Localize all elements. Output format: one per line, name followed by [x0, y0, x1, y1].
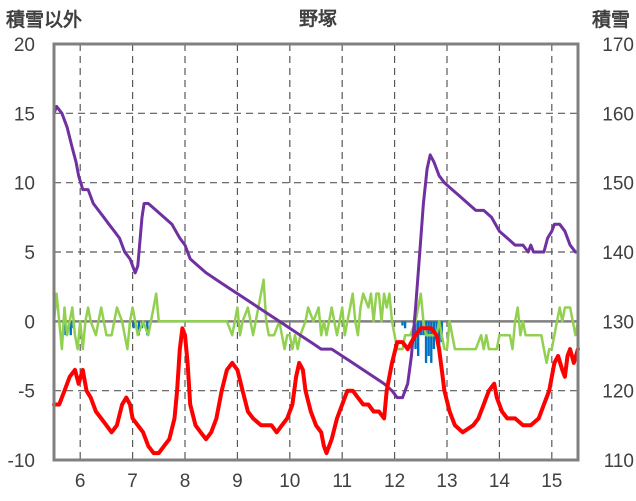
- right-tick-label: 110: [604, 451, 634, 472]
- left-tick-label: -5: [18, 382, 35, 403]
- x-tick-label: 13: [436, 471, 457, 492]
- precip-bar: [403, 321, 407, 329]
- precip-bar: [430, 321, 433, 363]
- x-tick-label: 10: [279, 471, 300, 492]
- chart-title: 野塚: [299, 8, 337, 30]
- right-tick-labels: 170 160 150 140 130 120 110: [602, 35, 634, 472]
- precip-bar: [424, 321, 428, 363]
- left-tick-labels: 20 15 10 5 0 -5 -10: [8, 35, 35, 472]
- precip-bar: [435, 321, 438, 336]
- left-tick-label: 15: [14, 104, 35, 125]
- precip-bar: [417, 321, 420, 356]
- x-tick-label: 7: [127, 471, 138, 492]
- x-tick-labels: 6 7 8 9 10 11 12 13 14 15: [75, 471, 562, 492]
- left-tick-label: 10: [14, 174, 35, 195]
- left-tick-label: 5: [24, 243, 35, 264]
- snow-series-line: [52, 104, 580, 400]
- x-tick-label: 11: [332, 471, 352, 492]
- x-tick-label: 15: [541, 471, 562, 492]
- precip-bar: [437, 321, 441, 350]
- precip-bar: [146, 321, 149, 336]
- right-tick-label: 120: [602, 382, 634, 403]
- precip-bar: [137, 321, 141, 336]
- wind-series-line: [52, 278, 580, 365]
- right-tick-label: 150: [602, 174, 634, 195]
- x-tick-label: 6: [75, 471, 86, 492]
- precip-bar: [427, 321, 430, 356]
- x-tick-label: 12: [384, 471, 405, 492]
- right-tick-label: 170: [602, 35, 634, 56]
- temperature-series-line: [52, 326, 580, 456]
- right-axis-label: 積雪: [592, 8, 630, 31]
- right-tick-label: 140: [602, 243, 634, 264]
- gridlines: [54, 44, 578, 460]
- left-tick-label: 20: [14, 35, 35, 56]
- left-axis-label: 積雪以外: [6, 8, 82, 31]
- left-tick-label: -10: [8, 451, 35, 472]
- plot-frame: [52, 42, 580, 462]
- precip-bar: [69, 321, 72, 336]
- left-tick-label: 0: [24, 312, 35, 333]
- x-tick-label: 14: [489, 471, 511, 492]
- precip-bar: [132, 321, 135, 329]
- x-tick-label: 9: [232, 471, 243, 492]
- series-lines: [52, 104, 580, 456]
- x-tick-label: 8: [180, 471, 191, 492]
- right-tick-label: 130: [602, 312, 634, 333]
- precip-bar: [401, 321, 404, 326]
- right-tick-label: 160: [602, 104, 634, 125]
